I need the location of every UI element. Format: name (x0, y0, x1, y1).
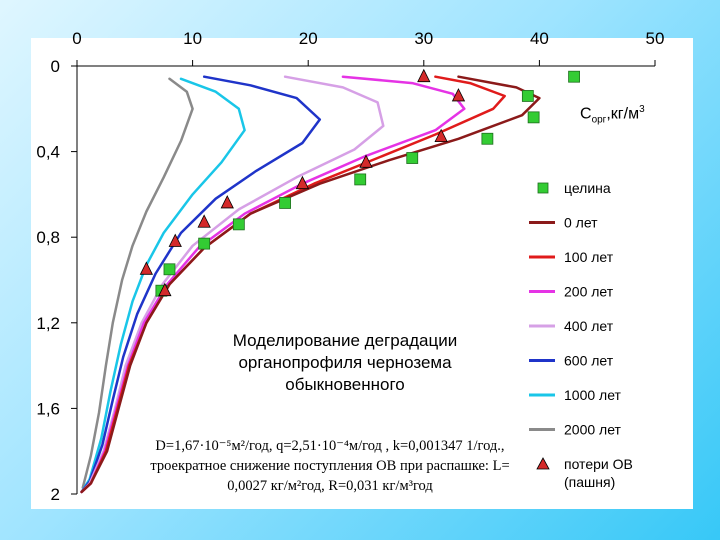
x-tick-label: 20 (299, 29, 318, 48)
series-line (80, 77, 246, 494)
annotation-title: Моделирование деградации органопрофиля ч… (232, 331, 458, 394)
legend-label-line2: (пашня) (564, 474, 615, 490)
loss-marker (359, 154, 373, 168)
marker-layer (139, 68, 580, 297)
legend-label: 600 лет (564, 353, 614, 369)
y-unit-label: Сорг,кг/м3 (580, 104, 645, 126)
axes: 0 10 20 30 40 50 0 0,4 0,8 1,2 1,6 2 (36, 29, 664, 504)
y-unit-sub: орг (591, 114, 607, 126)
loss-marker (168, 233, 182, 247)
virgin-soil-marker (406, 152, 419, 164)
y-unit-main: С (580, 105, 592, 123)
legend-label: 0 лет (564, 215, 598, 231)
legend: целина 0 лет 100 лет 200 лет 400 лет 600 лет 1… (529, 180, 633, 490)
loss-marker (434, 128, 448, 143)
virgin-soil-marker (354, 173, 367, 186)
series-line (80, 75, 541, 494)
loss-marker (451, 88, 466, 102)
series-line (81, 77, 194, 489)
series-line (80, 75, 322, 494)
virgin-soil-marker (568, 70, 580, 83)
loss-marker (295, 175, 310, 190)
loss-marker (417, 68, 431, 83)
y-tick-label: 1,6 (36, 399, 60, 418)
legend-label: потери ОВ (564, 456, 633, 472)
virgin-soil-marker (198, 237, 211, 250)
loss-marker (220, 195, 234, 209)
y-unit-rest: ,кг/м (606, 105, 640, 123)
legend-label: 1000 лет (564, 387, 622, 403)
x-tick-label: 40 (530, 29, 549, 48)
annotation-params: D=1,67·10⁻⁵м²/год, q=2,51·10⁻⁴м/год , k=… (150, 438, 510, 494)
virgin-soil-marker (527, 111, 540, 124)
virgin-soil-marker (232, 218, 245, 231)
y-tick-label: 1,2 (36, 314, 60, 333)
y-tick-label: 0 (51, 57, 60, 76)
y-unit-sup: 3 (639, 104, 645, 115)
loss-marker (158, 282, 172, 297)
virgin-soil-marker (481, 132, 494, 145)
virgin-soil-marker (521, 90, 534, 102)
y-tick-label: 0,4 (36, 143, 60, 162)
x-tick-label: 50 (646, 29, 665, 48)
x-tick-label: 0 (72, 29, 81, 48)
legend-swatch-square (537, 182, 549, 194)
legend-label: 2000 лет (564, 422, 622, 438)
loss-marker (139, 261, 154, 275)
loss-marker (197, 214, 211, 228)
legend-label: 100 лет (564, 249, 614, 265)
virgin-soil-marker (163, 263, 176, 276)
y-tick-label: 0,8 (36, 228, 60, 247)
x-tick-label: 30 (414, 29, 433, 48)
legend-swatch-triangle (536, 457, 550, 470)
legend-label: целина (564, 180, 611, 196)
legend-label: 400 лет (564, 318, 614, 334)
x-tick-label: 10 (183, 29, 202, 48)
y-tick-label: 2 (51, 485, 60, 504)
virgin-soil-marker (279, 197, 291, 209)
legend-label: 200 лет (564, 284, 614, 300)
